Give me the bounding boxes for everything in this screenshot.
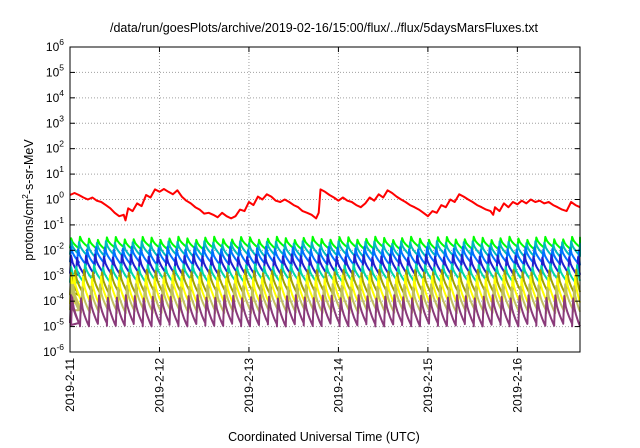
y-tick-label: 103 <box>46 113 64 130</box>
x-tick-label: 2019-2-15 <box>421 358 435 413</box>
y-tick-label: 102 <box>46 139 64 156</box>
y-tick-label: 10-4 <box>43 291 64 308</box>
y-tick-label: 104 <box>46 88 64 105</box>
x-axis-label: Coordinated Universal Time (UTC) <box>228 430 420 444</box>
x-tick-label: 2019-2-12 <box>152 358 166 413</box>
y-tick-label: 10-5 <box>43 317 64 334</box>
data-series <box>69 188 581 328</box>
flux-series-line <box>69 294 581 328</box>
axes: 10-6 10-5 10-4 10-3 10-2 10-1 100 101 102 103 104 1… <box>43 37 580 413</box>
flux-series-line <box>69 235 581 252</box>
plot-frame <box>69 46 581 353</box>
y-tick-label: 105 <box>46 62 64 79</box>
y-axis-label: protons/cm2-s-sr-MeV <box>20 139 36 261</box>
y-tick-label: 101 <box>46 164 64 181</box>
y-tick-label: 10-3 <box>43 266 64 283</box>
y-tick-label: 10-6 <box>43 342 64 359</box>
x-tick-label: 2019-2-13 <box>242 358 256 413</box>
y-tick-label: 10-2 <box>43 240 64 257</box>
chart-title: /data/run/goesPlots/archive/2019-02-16/1… <box>110 21 539 35</box>
red-flux-series-line <box>69 188 581 222</box>
grid-lines <box>70 47 580 352</box>
x-tick-label: 2019-2-16 <box>510 358 524 413</box>
y-tick-label: 106 <box>46 37 64 54</box>
x-tick-label: 2019-2-11 <box>63 358 77 412</box>
y-tick-label: 100 <box>46 190 64 207</box>
x-tick-label: 2019-2-14 <box>331 358 345 413</box>
y-tick-label: 10-1 <box>43 215 64 232</box>
